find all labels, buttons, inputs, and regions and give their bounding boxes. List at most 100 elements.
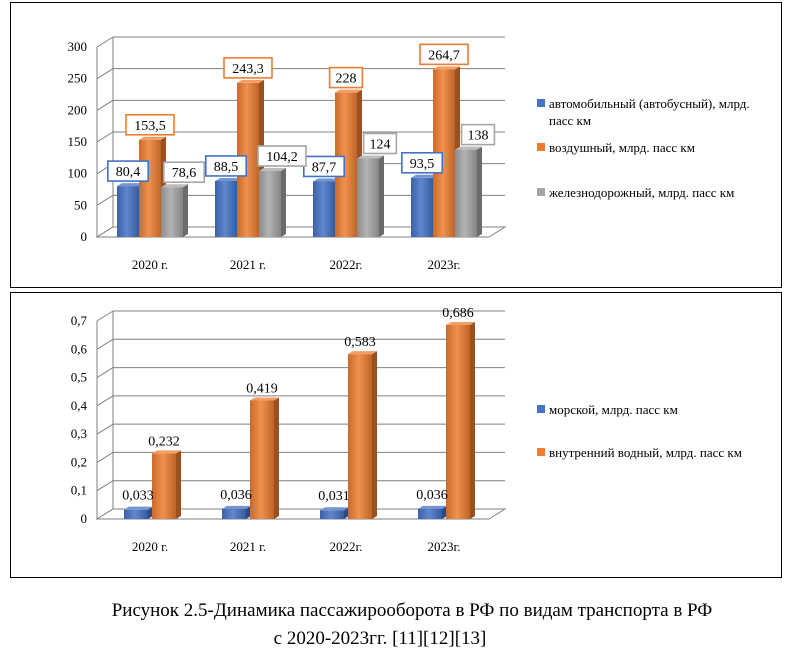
gridline-side	[96, 452, 114, 463]
bar-road	[117, 186, 139, 237]
x-tick-label: 2020 г.	[132, 539, 168, 554]
gridline-side	[96, 36, 114, 48]
bar-side-sea	[442, 505, 447, 519]
legend-top: автомобильный (автобусный), млрд. пасс к…	[527, 3, 777, 287]
data-label-air: 243,3	[232, 62, 264, 77]
bars	[124, 321, 475, 519]
data-label-inland: 0,686	[442, 306, 474, 321]
data-label-air: 264,7	[428, 48, 460, 63]
data-label-road: 80,4	[116, 165, 141, 180]
data-label-rail: 124	[370, 137, 391, 152]
y-tick-label: 0,4	[71, 398, 88, 413]
bar-top-road	[117, 183, 144, 187]
x-tick-label: 2021 г.	[230, 539, 266, 554]
y-tick-label: 0,7	[71, 313, 88, 328]
bar-rail	[259, 171, 281, 237]
x-tick-label: 2022г.	[329, 539, 362, 554]
figure-caption-line1: Рисунок 2.5-Динамика пассажирооборота в …	[111, 600, 713, 621]
bar-rail	[455, 149, 477, 237]
bar-side-rail	[281, 168, 286, 237]
bar-top-rail	[357, 155, 384, 159]
y-tick-label: 0,1	[71, 483, 87, 498]
bar-side-rail	[379, 155, 384, 237]
bar-top-inland	[250, 397, 279, 401]
data-label-box-road	[107, 160, 150, 182]
gridline-side	[96, 423, 114, 435]
bar-top-air	[237, 79, 264, 83]
data-label-air: 153,5	[134, 119, 166, 134]
data-labels: 80,4 88,5 87,7 93,5 153,5 243,3 228 264,7 78,6 10…	[107, 43, 496, 184]
data-label-box-air	[328, 66, 364, 89]
bar-top-road	[313, 178, 340, 182]
legend-label-inland: внутренний водный, млрд. пасс км	[549, 445, 742, 460]
data-label-road: 93,5	[410, 157, 435, 172]
gridline-side	[96, 68, 114, 80]
gridline-side	[96, 99, 114, 111]
bar-inland	[152, 453, 176, 519]
gridline-side	[96, 338, 114, 350]
chart-air-rail-road: 0 50 100 150 200 250 300 2020 г. 2021 г. 2022г. 20…	[68, 36, 507, 272]
legend-label-rail: железнодорожный, млрд. пасс км	[549, 185, 735, 200]
gridline-side	[96, 480, 114, 492]
bar-side-sea	[344, 507, 349, 519]
x-tick-label: 2021 г.	[230, 257, 266, 272]
y-tick-label: 0,2	[71, 454, 87, 469]
gridline-side	[96, 395, 114, 407]
legend-swatch-road	[537, 99, 545, 107]
gridline-side	[96, 194, 114, 206]
y-tick-label: 300	[68, 39, 88, 54]
bar-air	[335, 92, 357, 237]
bar-road	[215, 180, 237, 237]
bar-sea	[418, 508, 442, 519]
legend-swatch-air	[537, 143, 545, 151]
chart-panel-bottom: 0 0,1 0,2 0,3 0,4 0,5 0,6 0,7 2020 г. 2021 г. 2022…	[10, 292, 782, 578]
bar-side-rail	[183, 184, 188, 237]
data-label-box-air	[419, 43, 469, 66]
data-label-road: 87,7	[312, 160, 337, 175]
bar-road	[313, 181, 335, 237]
axes: 0 0,1 0,2 0,3 0,4 0,5 0,6 0,7 2020 г. 2021 г. 2022…	[71, 311, 507, 554]
data-label-rail: 104,2	[266, 150, 298, 165]
bar-top-sea	[320, 507, 349, 511]
data-label-box-air	[125, 113, 175, 136]
y-tick-label: 150	[68, 134, 88, 149]
data-label-inland: 0,419	[246, 381, 278, 396]
y-tick-label: 0	[81, 229, 88, 244]
bar-air	[433, 69, 455, 238]
legend-label-road: автомобильный (автобусный), млрд. пасс к…	[549, 96, 750, 128]
bar-top-inland	[152, 450, 181, 454]
data-label-box-air	[223, 57, 273, 79]
bar-rail	[357, 158, 379, 237]
y-tick-label: 50	[74, 197, 87, 212]
bar-top-inland	[348, 351, 377, 355]
bar-side-inland	[176, 450, 181, 519]
gridline-side	[96, 310, 114, 322]
x-tick-label: 2022г.	[329, 257, 362, 272]
legend-bottom: морской, млрд. пасс км внутренний водный…	[527, 293, 777, 577]
bar-inland	[250, 400, 274, 519]
data-label-sea: 0,031	[318, 489, 350, 504]
data-label-sea: 0,036	[416, 488, 448, 503]
chart-panel-top: 0 50 100 150 200 250 300 2020 г. 2021 г. 2022г. 20…	[10, 2, 782, 288]
data-label-box-rail	[362, 132, 398, 155]
bar-sea	[320, 510, 344, 519]
y-tick-label: 0,5	[71, 370, 87, 385]
bar-side-inland	[274, 397, 279, 519]
bars	[117, 66, 482, 238]
y-tick-label: 200	[68, 102, 88, 117]
bar-top-air	[139, 136, 166, 140]
bar-sea	[222, 508, 246, 519]
x-tick-label: 2023г.	[427, 257, 460, 272]
bar-side-sea	[148, 506, 153, 519]
bar-top-rail	[161, 184, 188, 188]
bar-road	[411, 177, 433, 237]
bar-top-sea	[124, 506, 153, 510]
legend-swatch-sea	[537, 405, 545, 413]
legend-label-air: воздушный, млрд. пасс км	[549, 140, 695, 155]
data-label-box-road	[205, 155, 248, 177]
data-label-sea: 0,036	[220, 488, 252, 503]
y-tick-label: 0,6	[71, 341, 88, 356]
bar-side-inland	[470, 321, 475, 519]
axes: 0 50 100 150 200 250 300 2020 г. 2021 г. 2022г. 20…	[68, 37, 507, 272]
data-label-rail: 78,6	[172, 166, 197, 181]
